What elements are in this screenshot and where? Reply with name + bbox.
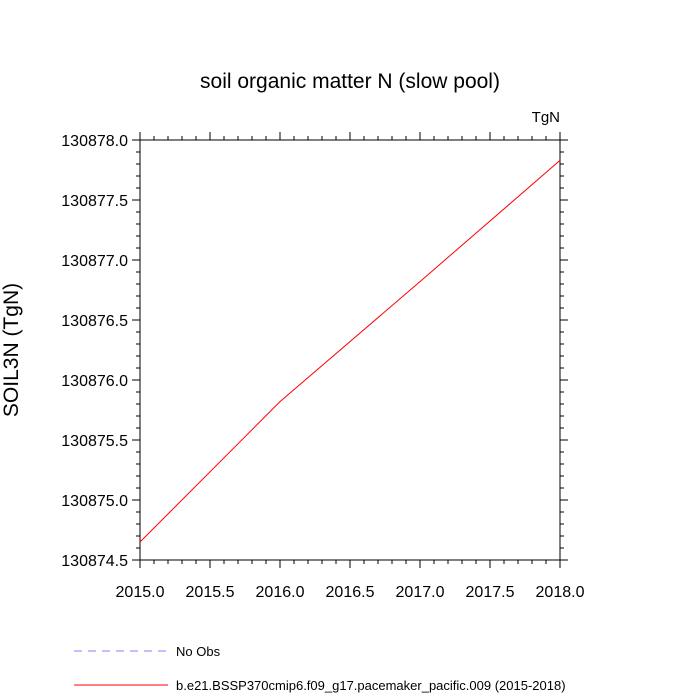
x-axis: 2015.0 2015.5 2016.0 2016.5 2017.0 2017.5 2018… xyxy=(116,132,585,601)
y-axis-label: SOIL3N (TgN) xyxy=(0,283,23,417)
legend: No Obs b.e21.BSSP370cmip6.f09_g17.pacemak… xyxy=(74,644,566,693)
y-tick-label: 130876.0 xyxy=(61,373,128,390)
plot-area xyxy=(139,139,561,561)
chart-title: soil organic matter N (slow pool) xyxy=(200,70,500,93)
plot-frame xyxy=(139,139,561,561)
x-tick-label: 2016.0 xyxy=(256,584,305,601)
y-tick-label: 130877.5 xyxy=(61,193,128,210)
x-tick-label: 2017.0 xyxy=(396,584,445,601)
units-label: TgN xyxy=(532,109,560,126)
x-tick-label: 2016.5 xyxy=(326,584,375,601)
series-line-1 xyxy=(139,160,561,543)
y-axis: 130874.5 130875.0 130875.5 130876.0 130876.5… xyxy=(61,133,568,570)
y-tick-label: 130874.5 xyxy=(61,553,128,570)
x-tick-label: 2015.0 xyxy=(116,584,165,601)
x-tick-label: 2018.0 xyxy=(536,584,585,601)
y-tick-label: 130875.5 xyxy=(61,433,128,450)
series-layer xyxy=(139,160,561,543)
legend-label-0: No Obs xyxy=(176,644,221,659)
x-tick-label: 2017.5 xyxy=(466,584,515,601)
y-tick-label: 130876.5 xyxy=(61,313,128,330)
y-tick-label: 130877.0 xyxy=(61,253,128,270)
legend-label-1: b.e21.BSSP370cmip6.f09_g17.pacemaker_pac… xyxy=(176,678,566,693)
y-tick-label: 130878.0 xyxy=(61,133,128,150)
x-tick-label: 2015.5 xyxy=(186,584,235,601)
y-tick-label: 130875.0 xyxy=(61,493,128,510)
